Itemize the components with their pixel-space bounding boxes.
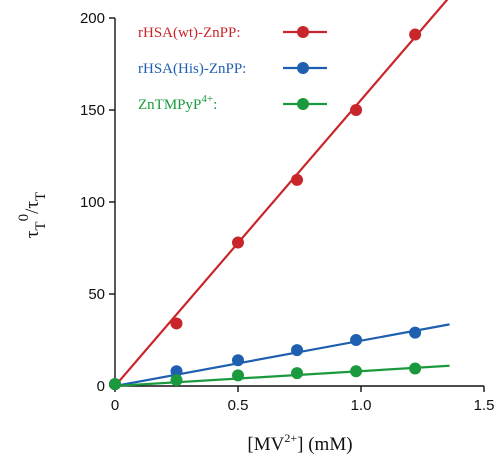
y-tick-label: 150 — [80, 102, 105, 119]
data-point — [170, 365, 183, 378]
legend-label: ZnTMPyP4+: — [138, 93, 217, 113]
data-point — [350, 334, 363, 346]
y-tick-label: 0 — [97, 378, 105, 395]
data-point — [232, 236, 244, 249]
data-point — [291, 173, 304, 186]
legend: rHSA(wt)-ZnPP: rHSA(His)-ZnPP: ZnTMPyP4+: — [138, 25, 327, 113]
data-point — [170, 374, 183, 387]
data-point — [291, 344, 304, 357]
axes: 0 50 100 150 200 0 0.5 1.0 1.5 — [80, 10, 494, 414]
fit-line — [114, 323, 450, 388]
x-tick-label: 0 — [111, 397, 119, 414]
y-tick-label: 100 — [80, 194, 105, 211]
x-axis-title: [MV2+] (mM) — [247, 431, 352, 455]
legend-label: rHSA(wt)-ZnPP: — [138, 25, 241, 41]
fit-line — [114, 0, 449, 387]
y-tick-label: 50 — [88, 286, 105, 303]
data-point — [350, 104, 363, 116]
x-tick-label: 1.5 — [474, 397, 495, 414]
data-point — [170, 317, 183, 330]
data-point — [291, 367, 304, 380]
data-point — [109, 378, 121, 391]
data-point — [409, 28, 422, 41]
data-point — [232, 354, 244, 367]
legend-label: rHSA(His)-ZnPP: — [138, 61, 246, 77]
y-tick-label: 200 — [80, 10, 105, 27]
fit-line — [114, 364, 450, 388]
legend-marker — [297, 26, 309, 38]
fit-lines — [114, 0, 450, 388]
legend-marker — [297, 98, 309, 110]
x-tick-label: 0.5 — [228, 397, 249, 414]
y-axis-title: τT0/τT — [16, 192, 49, 238]
data-point — [409, 326, 422, 339]
legend-marker — [297, 62, 309, 74]
data-point — [409, 362, 422, 375]
x-tick-label: 1.0 — [351, 397, 372, 414]
data-point — [350, 365, 363, 378]
data-points — [109, 28, 422, 391]
data-point — [232, 369, 244, 382]
